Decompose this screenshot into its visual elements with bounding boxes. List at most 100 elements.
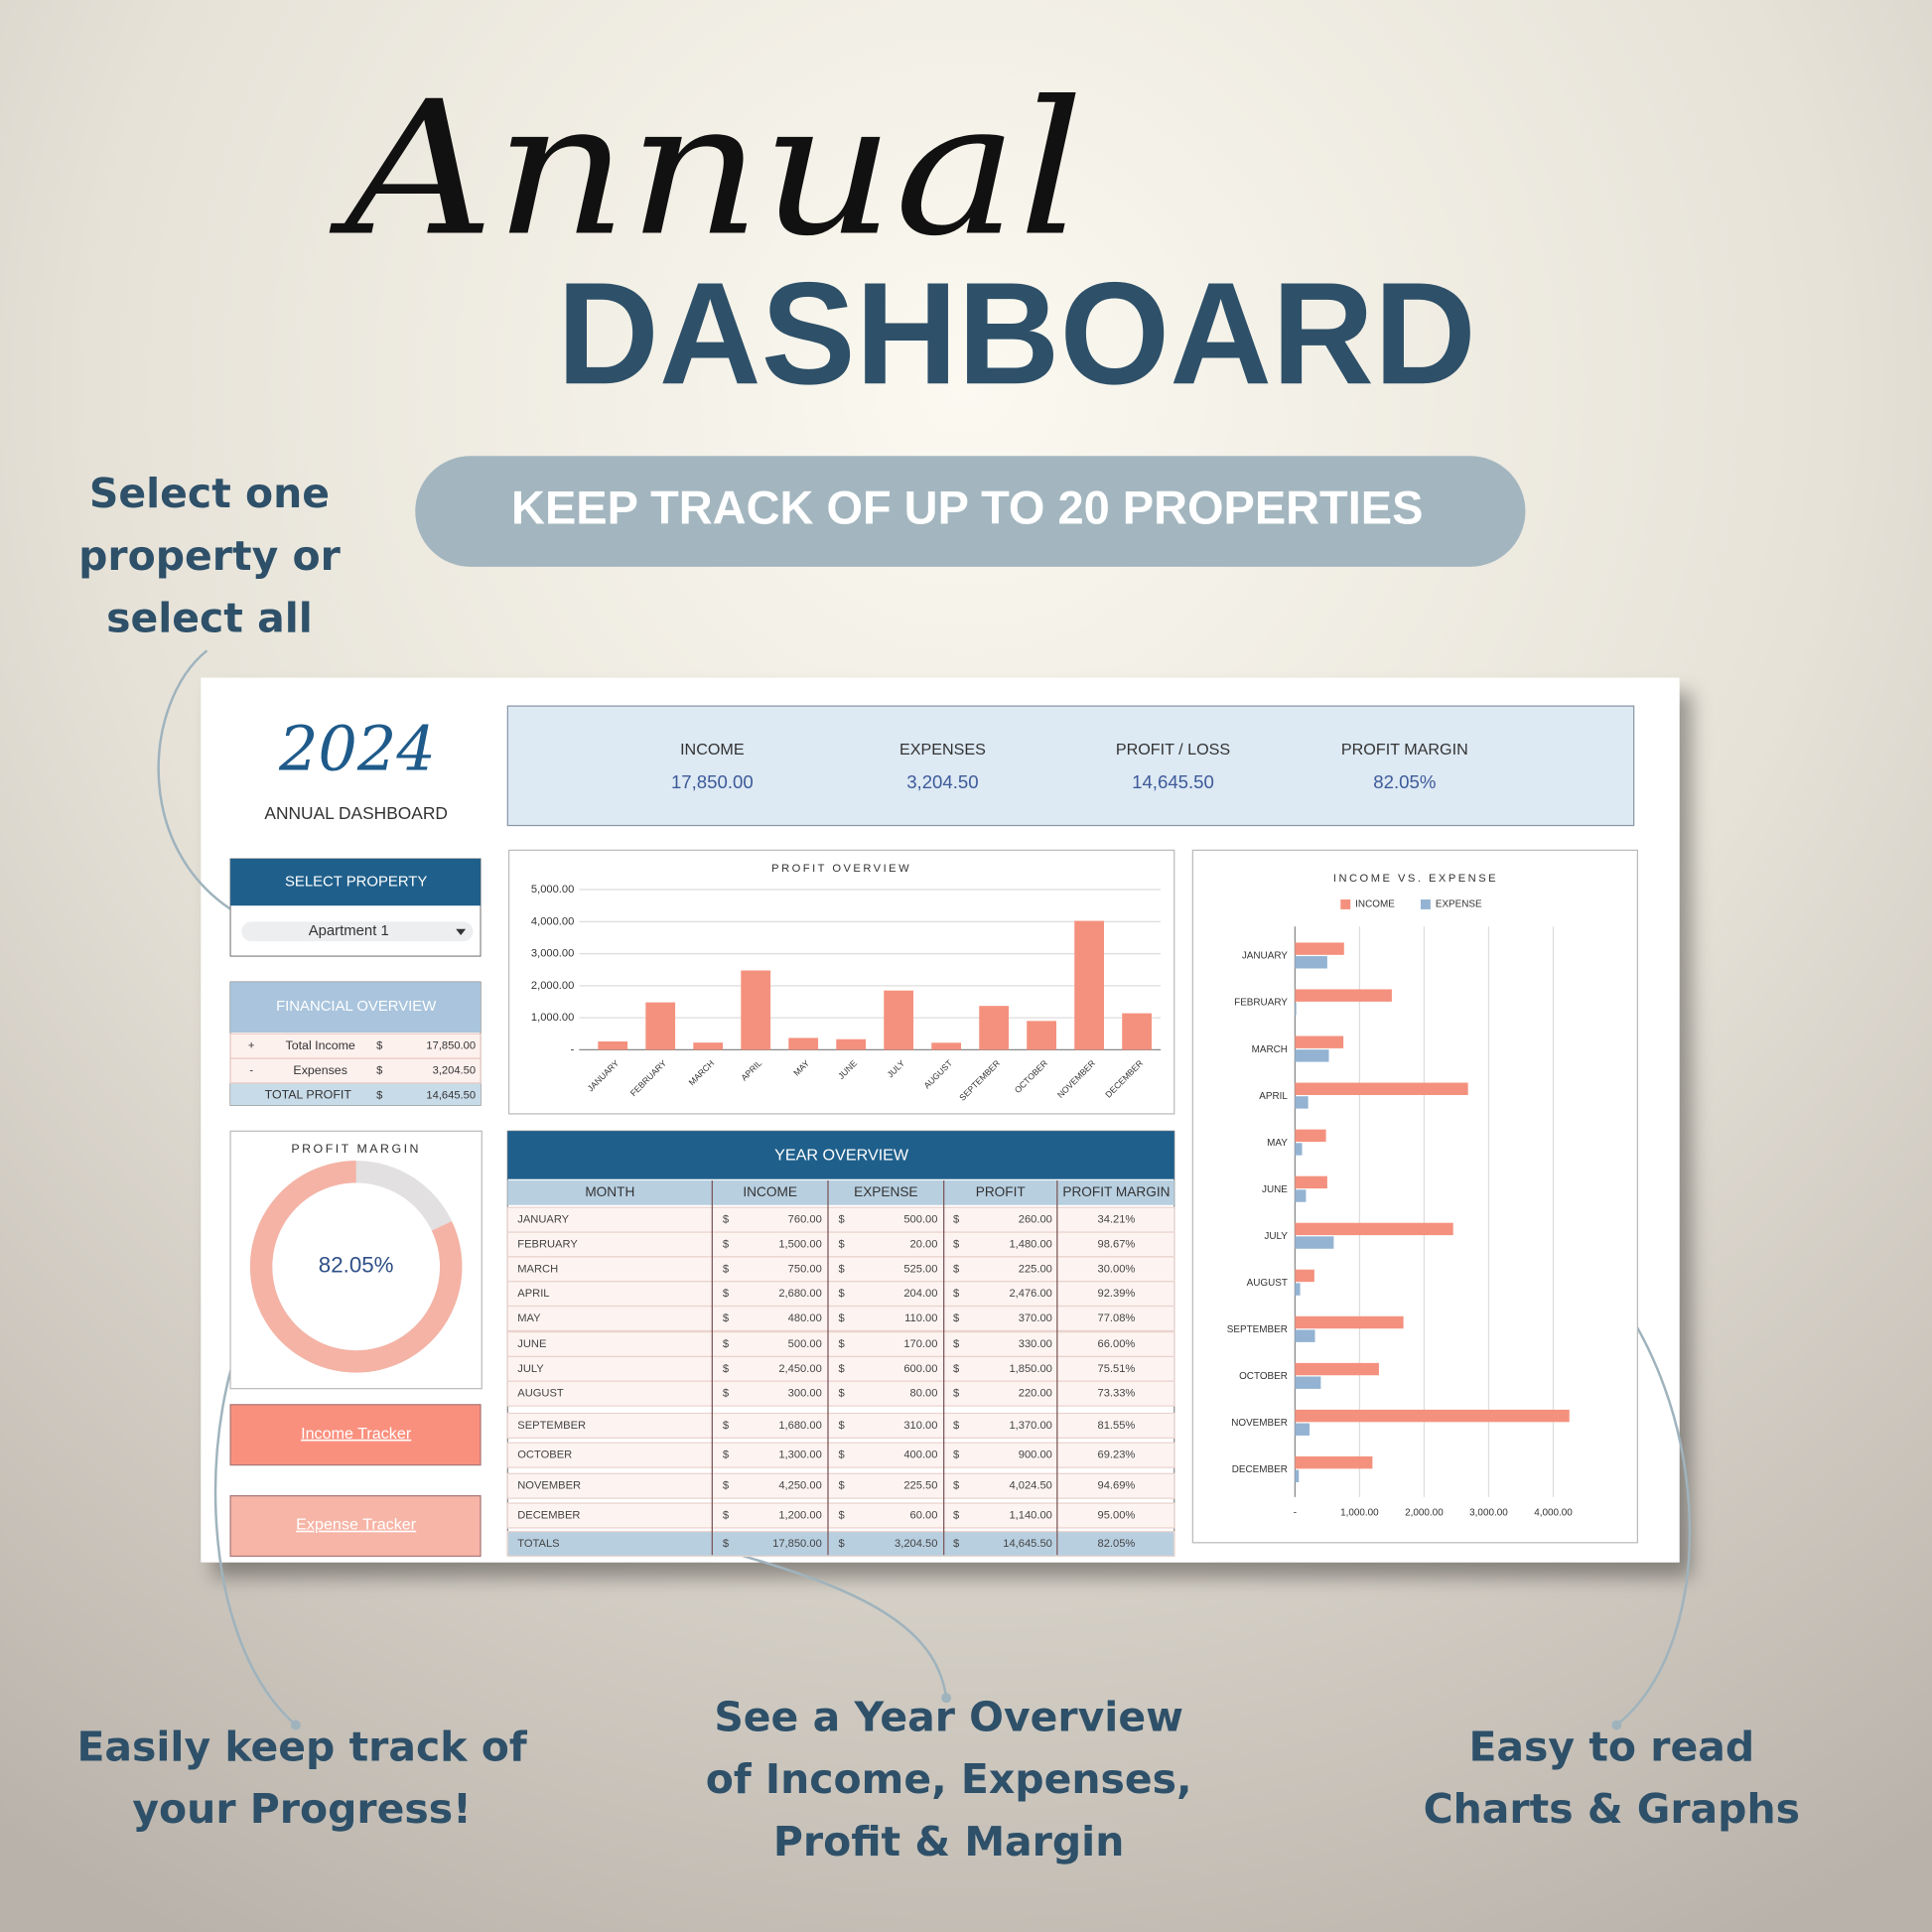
y-tick-label: FEBRUARY bbox=[1234, 998, 1288, 1009]
hbar-chart-box bbox=[1191, 849, 1639, 1544]
kpi-value: 82.05% bbox=[1373, 771, 1436, 792]
table-cell: 225.50 bbox=[903, 1480, 937, 1492]
table-cell: $ bbox=[953, 1363, 960, 1375]
bar bbox=[931, 1042, 962, 1050]
y-tick-label: 3,000.00 bbox=[531, 948, 574, 960]
total-label: TOTAL PROFIT bbox=[265, 1088, 352, 1102]
y-tick-label: 2,000.00 bbox=[531, 980, 574, 992]
table-cell: $ bbox=[953, 1509, 960, 1521]
dot bbox=[941, 1693, 952, 1704]
connector bbox=[157, 649, 253, 923]
table-cell: NOVEMBER bbox=[517, 1480, 581, 1492]
y-tick-label: NOVEMBER bbox=[1231, 1418, 1288, 1429]
tracker-link[interactable]: Expense Tracker bbox=[296, 1516, 417, 1534]
bar bbox=[1295, 1189, 1307, 1202]
x-tick-label: - bbox=[1294, 1508, 1297, 1519]
table-cell: JULY bbox=[517, 1363, 544, 1375]
column-header: MONTH bbox=[585, 1184, 634, 1199]
table-cell: 225.00 bbox=[1019, 1263, 1052, 1275]
table-cell: 75.51% bbox=[1097, 1363, 1135, 1375]
bar bbox=[979, 1006, 1010, 1050]
select-title: SELECT PROPERTY bbox=[285, 875, 427, 891]
row-sign: + bbox=[248, 1040, 255, 1052]
callout-line: select all bbox=[106, 595, 313, 642]
table-cell: $ bbox=[723, 1214, 730, 1226]
bar bbox=[1295, 1269, 1314, 1283]
table-cell: 4,250.00 bbox=[778, 1480, 821, 1492]
table-cell: $ bbox=[723, 1238, 730, 1250]
table-cell: MARCH bbox=[517, 1263, 558, 1275]
callout-line: property or bbox=[78, 532, 342, 580]
legend-swatch bbox=[1340, 898, 1351, 909]
x-tick-label: 3,000.00 bbox=[1469, 1508, 1508, 1519]
table-cell: $ bbox=[953, 1214, 960, 1226]
bar bbox=[836, 1038, 867, 1050]
dot bbox=[290, 1720, 301, 1730]
table-cell: $ bbox=[953, 1338, 960, 1350]
table-cell: 4,024.50 bbox=[1009, 1480, 1051, 1492]
y-tick-label: 1,000.00 bbox=[531, 1012, 574, 1024]
kpi-value: 17,850.00 bbox=[671, 771, 754, 792]
table-row-bg bbox=[506, 1330, 1175, 1358]
table-cell: 1,300.00 bbox=[778, 1449, 821, 1461]
kpi-label: EXPENSES bbox=[899, 741, 986, 759]
table-cell: 66.00% bbox=[1097, 1338, 1135, 1350]
table-cell: 370.00 bbox=[1019, 1312, 1052, 1324]
row-currency: $ bbox=[376, 1064, 383, 1076]
table-cell: 600.00 bbox=[903, 1363, 937, 1375]
x-tick-label: 1,000.00 bbox=[1340, 1508, 1379, 1519]
table-cell: $ bbox=[953, 1238, 960, 1250]
bar bbox=[1295, 1455, 1373, 1469]
table-cell: 480.00 bbox=[788, 1312, 822, 1324]
bar bbox=[1295, 1222, 1453, 1236]
table-cell: 220.00 bbox=[1019, 1388, 1052, 1400]
x-tick-label: 2,000.00 bbox=[1405, 1508, 1444, 1519]
table-cell: 1,140.00 bbox=[1009, 1509, 1051, 1521]
row-label: Expenses bbox=[293, 1063, 346, 1077]
tracker-button[interactable] bbox=[229, 1404, 482, 1466]
table-row-bg bbox=[506, 1380, 1175, 1407]
table-cell: 1,500.00 bbox=[778, 1238, 821, 1250]
row-currency: $ bbox=[376, 1040, 383, 1052]
y-tick-label: DECEMBER bbox=[1232, 1464, 1288, 1475]
title: DASHBOARD bbox=[557, 252, 1476, 415]
column-header: PROFIT MARGIN bbox=[1062, 1184, 1170, 1199]
table-cell: 310.00 bbox=[903, 1420, 937, 1432]
x-tick-label: 4,000.00 bbox=[1534, 1508, 1573, 1519]
table-cell: $ bbox=[839, 1214, 846, 1226]
bar bbox=[1295, 1362, 1379, 1376]
bar bbox=[1295, 1376, 1321, 1389]
connector bbox=[726, 1550, 948, 1699]
banner-text: KEEP TRACK OF UP TO 20 PROPERTIES bbox=[511, 481, 1423, 533]
table-header bbox=[507, 1131, 1174, 1179]
table-cell: $ bbox=[723, 1388, 730, 1400]
kpi-label: INCOME bbox=[680, 741, 745, 759]
table-cell: JUNE bbox=[517, 1338, 546, 1350]
table-cell: 1,480.00 bbox=[1009, 1238, 1051, 1250]
table-cell: 1,200.00 bbox=[778, 1509, 821, 1521]
callout-line: See a Year Overview bbox=[714, 1694, 1183, 1741]
bar bbox=[1295, 1096, 1309, 1109]
table-cell: 1,680.00 bbox=[778, 1420, 821, 1432]
total-currency: $ bbox=[376, 1089, 383, 1101]
table-cell: $ bbox=[953, 1388, 960, 1400]
table-cell: 400.00 bbox=[903, 1449, 937, 1461]
bar bbox=[645, 1002, 676, 1050]
table-cell: 94.69% bbox=[1097, 1480, 1135, 1492]
tracker-link[interactable]: Income Tracker bbox=[301, 1425, 412, 1443]
table-cell: $ bbox=[839, 1238, 846, 1250]
table-row-bg bbox=[506, 1305, 1175, 1331]
y-tick-label: SEPTEMBER bbox=[1227, 1324, 1288, 1335]
table-cell: 20.00 bbox=[910, 1238, 938, 1250]
table-cell: $ bbox=[723, 1538, 730, 1550]
dropdown[interactable] bbox=[241, 921, 474, 942]
table-cell: AUGUST bbox=[517, 1388, 564, 1400]
tracker-button[interactable] bbox=[229, 1495, 482, 1558]
table-cell: 92.39% bbox=[1097, 1288, 1135, 1300]
table-row-bg bbox=[506, 1472, 1175, 1499]
bar bbox=[788, 1037, 819, 1050]
table-cell: $ bbox=[839, 1420, 846, 1432]
y-tick-label: MARCH bbox=[1252, 1044, 1288, 1055]
